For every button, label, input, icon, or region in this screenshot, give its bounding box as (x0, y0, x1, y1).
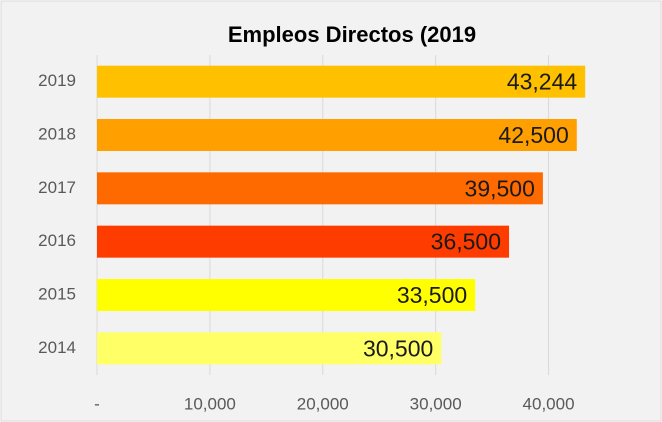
data-label: 43,244 (507, 69, 578, 95)
bar (97, 332, 442, 365)
bar (97, 172, 543, 205)
data-label: 30,500 (363, 335, 433, 361)
x-tick-label: 40,000 (523, 394, 575, 413)
bar (97, 65, 586, 98)
x-tick-label: 10,000 (184, 394, 236, 413)
bar (97, 119, 577, 151)
bar (97, 279, 476, 311)
y-tick-label: 2019 (38, 71, 76, 90)
chart-title: Empleos Directos (2019 (228, 22, 476, 47)
y-tick-label: 2014 (38, 338, 76, 357)
y-tick-label: 2015 (38, 284, 76, 303)
y-tick-label: 2018 (38, 124, 76, 143)
x-tick-label: 30,000 (410, 394, 462, 413)
data-label: 39,500 (465, 175, 535, 201)
y-tick-label: 2017 (38, 178, 76, 197)
data-label: 42,500 (498, 122, 568, 148)
x-tick-label: - (94, 394, 100, 413)
data-label: 36,500 (431, 229, 501, 255)
bar (97, 225, 510, 258)
data-label: 33,500 (397, 282, 467, 308)
x-tick-label: 20,000 (297, 394, 349, 413)
y-tick-label: 2016 (38, 231, 76, 250)
